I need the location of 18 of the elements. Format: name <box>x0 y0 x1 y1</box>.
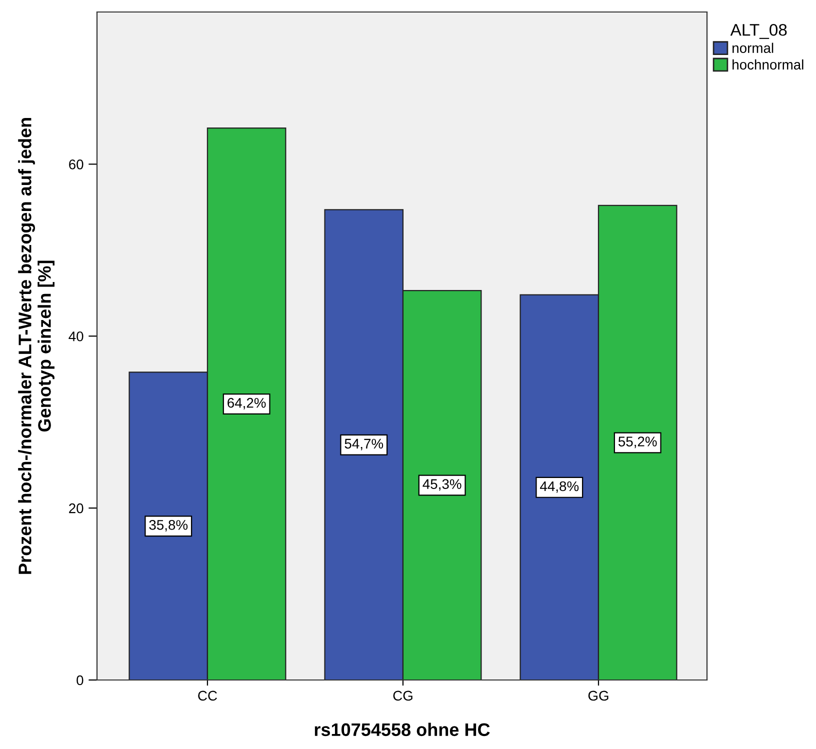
data-label: 35,8% <box>149 520 188 532</box>
data-label: 64,2% <box>228 398 266 410</box>
data-label: 45,3% <box>422 479 462 491</box>
legend-title: ALT_08 <box>730 24 787 39</box>
x-tick-label: CG <box>393 690 412 701</box>
data-label: 54,7% <box>344 438 384 450</box>
legend-label: normal <box>732 42 774 53</box>
x-tick-label: GG <box>588 690 608 701</box>
y-tick-label: 40 <box>68 331 84 342</box>
data-label: 44,8% <box>540 481 579 493</box>
x-axis-title: rs10754558 ohne HC <box>314 722 490 736</box>
x-tick-label: CC <box>198 690 217 701</box>
y-tick-label: 20 <box>69 503 84 514</box>
data-label: 55,2% <box>618 436 657 448</box>
legend-label: hochnormal <box>732 59 804 70</box>
y-axis-title: Prozent hoch-/normaler ALT-Werte bezogen auf jeden Genotyp einzeln [%] <box>18 118 54 574</box>
y-tick-label: 60 <box>69 160 84 170</box>
y-tick-label: 0 <box>76 675 84 686</box>
